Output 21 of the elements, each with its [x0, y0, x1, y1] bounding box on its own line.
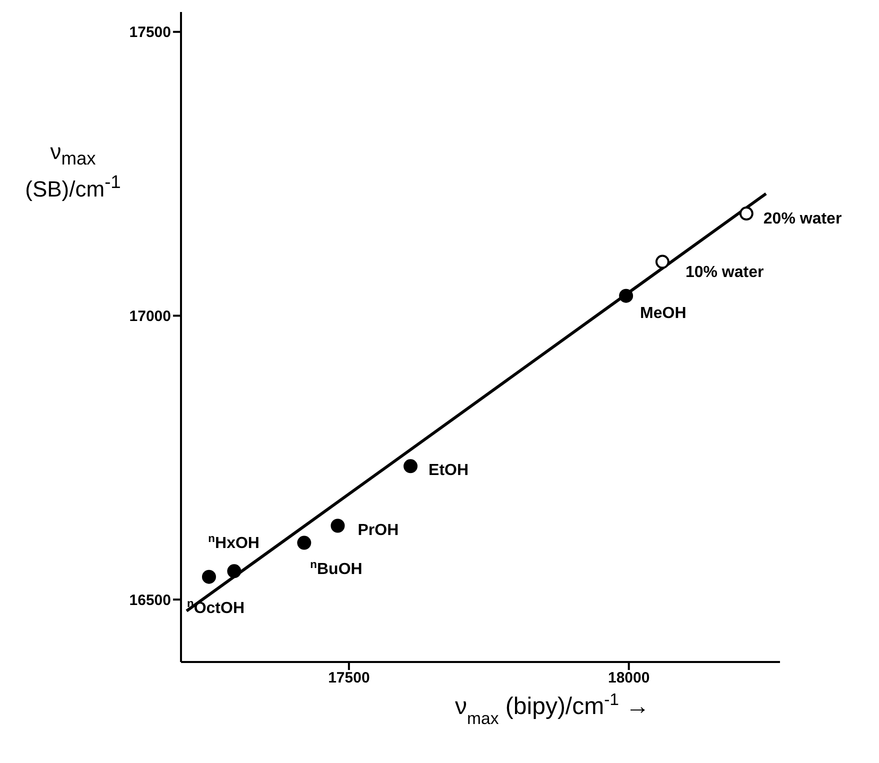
annotation: MeOH: [640, 304, 686, 322]
point: [227, 564, 242, 578]
annotation: $^{n}$BuOH: [310, 558, 362, 578]
point: [739, 206, 754, 221]
annotation: 10% water: [685, 264, 764, 281]
annotation: 20% water: [763, 210, 842, 228]
point: [330, 518, 345, 533]
y-tick-label: 17500: [129, 24, 171, 42]
point: [404, 459, 418, 474]
point: [297, 536, 312, 550]
y-axis-title: ν$_{max}$ (SB)/cm$^{-1}$: [24, 138, 122, 204]
y-tick-label: 17000: [129, 308, 171, 326]
x-tick-label: 18000: [608, 670, 650, 687]
y-tick-label: 16500: [129, 592, 171, 609]
annotation: $^{n}$HxOH: [208, 533, 260, 552]
point: [619, 288, 634, 303]
point: [202, 570, 216, 584]
annotation: PrOH: [358, 522, 399, 539]
point: [655, 254, 670, 269]
annotation: EtOH: [428, 462, 469, 480]
x-axis-title: ν$_{max}$ (bipy)/cm$^{-1}$ →: [455, 690, 650, 728]
